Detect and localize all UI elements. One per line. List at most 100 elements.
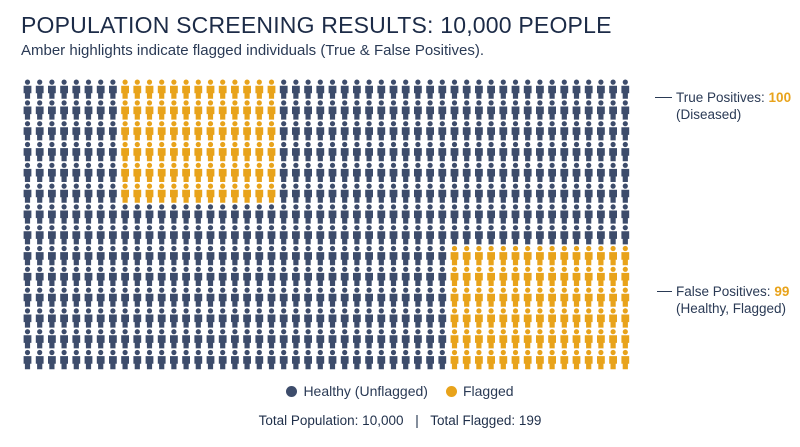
person-icon-healthy	[231, 266, 239, 286]
person-icon-healthy	[206, 287, 215, 307]
person-icon-healthy	[84, 204, 93, 224]
person-icon-healthy	[511, 121, 520, 141]
person-icon-flagged	[145, 100, 154, 120]
person-icon-healthy	[267, 266, 276, 286]
person-icon-healthy	[23, 225, 32, 245]
person-icon-flagged	[243, 183, 251, 203]
person-icon-healthy	[96, 245, 105, 266]
person-icon-flagged	[450, 308, 459, 328]
person-icon-healthy	[206, 204, 215, 224]
person-icon-healthy	[475, 183, 483, 203]
person-icon-healthy	[475, 121, 483, 141]
person-icon-healthy	[523, 204, 532, 224]
person-icon-flagged	[621, 329, 630, 349]
person-icon-healthy	[414, 329, 422, 349]
person-icon-healthy	[23, 329, 32, 349]
person-icon-healthy	[365, 225, 373, 245]
person-icon-flagged	[597, 245, 605, 266]
person-icon-healthy	[389, 349, 398, 370]
person-icon-healthy	[292, 308, 300, 328]
person-icon-flagged	[170, 162, 178, 182]
person-icon-healthy	[609, 225, 617, 245]
person-icon-healthy	[414, 349, 422, 370]
person-icon-healthy	[340, 100, 349, 120]
legend-label-flagged: Flagged	[462, 383, 514, 399]
person-icon-healthy	[304, 79, 312, 99]
person-icon-healthy	[414, 266, 422, 286]
person-icon-flagged	[548, 349, 556, 370]
person-icon-flagged	[218, 162, 227, 182]
person-icon-healthy	[584, 79, 593, 99]
person-icon-healthy	[121, 329, 129, 349]
person-icon-flagged	[243, 100, 251, 120]
person-icon-healthy	[621, 79, 630, 99]
person-icon-healthy	[194, 308, 203, 328]
person-icon-flagged	[157, 141, 166, 162]
person-icon-healthy	[560, 121, 569, 141]
person-icon-healthy	[279, 329, 288, 349]
person-icon-flagged	[267, 183, 276, 203]
person-icon-healthy	[609, 141, 617, 162]
person-icon-healthy	[401, 308, 410, 328]
person-icon-healthy	[572, 225, 581, 245]
person-icon-flagged	[145, 141, 154, 162]
person-icon-healthy	[218, 349, 227, 370]
person-icon-healthy	[353, 162, 361, 182]
person-icon-healthy	[523, 225, 532, 245]
person-icon-flagged	[572, 349, 581, 370]
person-icon-healthy	[365, 308, 373, 328]
person-icon-flagged	[267, 162, 276, 182]
person-icon-healthy	[133, 266, 142, 286]
person-icon-healthy	[584, 183, 593, 203]
person-icon-healthy	[48, 162, 56, 182]
person-icon-healthy	[377, 245, 386, 266]
person-icon-healthy	[523, 79, 532, 99]
person-icon-healthy	[328, 204, 337, 224]
person-icon-healthy	[365, 266, 373, 286]
person-icon-healthy	[194, 204, 203, 224]
person-icon-healthy	[35, 204, 44, 224]
person-icon-healthy	[511, 204, 520, 224]
person-icon-healthy	[414, 183, 422, 203]
person-icon-healthy	[523, 121, 532, 141]
person-icon-healthy	[292, 349, 300, 370]
person-icon-healthy	[72, 245, 81, 266]
person-icon-healthy	[584, 121, 593, 141]
person-icon-healthy	[328, 79, 337, 99]
person-icon-healthy	[621, 183, 630, 203]
person-icon-flagged	[584, 329, 593, 349]
person-icon-healthy	[182, 349, 190, 370]
person-icon-healthy	[60, 287, 68, 307]
person-icon-healthy	[23, 121, 32, 141]
person-icon-flagged	[206, 79, 215, 99]
true-positives-value: 100	[768, 90, 792, 105]
person-icon-flagged	[475, 329, 483, 349]
person-icon-healthy	[60, 204, 68, 224]
person-icon-healthy	[389, 100, 398, 120]
person-icon-healthy	[475, 100, 483, 120]
person-icon-flagged	[243, 162, 251, 182]
person-icon-healthy	[584, 204, 593, 224]
person-icon-healthy	[121, 349, 129, 370]
person-icon-flagged	[462, 329, 471, 349]
person-icon-healthy	[96, 287, 105, 307]
person-icon-healthy	[109, 266, 117, 286]
person-icon-healthy	[389, 266, 398, 286]
person-icon-flagged	[621, 287, 630, 307]
person-icon-healthy	[499, 204, 508, 224]
person-icon-flagged	[572, 266, 581, 286]
person-icon-healthy	[353, 79, 361, 99]
person-icon-healthy	[340, 183, 349, 203]
person-icon-healthy	[340, 121, 349, 141]
person-icon-flagged	[621, 245, 630, 266]
person-icon-healthy	[548, 204, 556, 224]
person-icon-healthy	[170, 287, 178, 307]
person-icon-healthy	[60, 121, 68, 141]
person-icon-healthy	[48, 308, 56, 328]
person-icon-healthy	[60, 308, 68, 328]
person-icon-healthy	[35, 141, 44, 162]
person-icon-healthy	[243, 204, 251, 224]
person-icon-healthy	[109, 225, 117, 245]
person-icon-healthy	[48, 79, 56, 99]
person-icon-healthy	[145, 245, 154, 266]
